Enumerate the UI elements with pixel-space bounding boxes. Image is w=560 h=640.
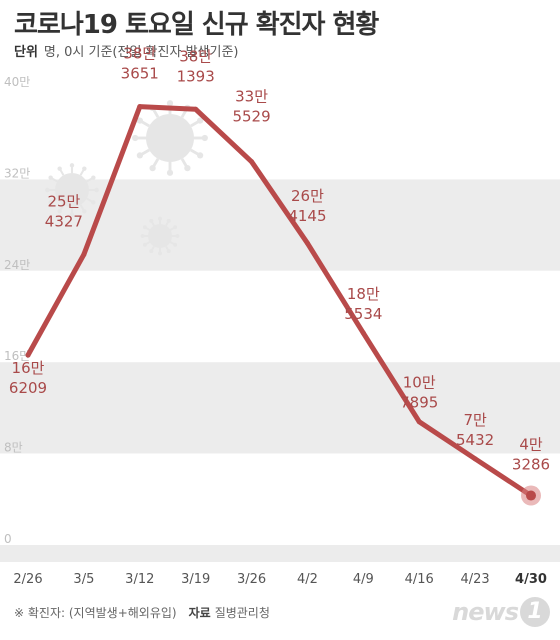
grid-band (0, 545, 560, 562)
data-label: 18만 (347, 285, 380, 303)
data-point (360, 330, 366, 336)
y-tick-label: 40만 (4, 75, 30, 89)
logo-text: news (452, 598, 519, 626)
y-tick-label: 0 (4, 532, 12, 546)
x-tick-label: 4/30 (515, 572, 547, 587)
virus-icon (45, 163, 99, 217)
source-label: 자료 (188, 606, 211, 620)
data-label: 3651 (121, 65, 159, 83)
data-label: 16만 (12, 359, 45, 377)
series-line (25, 104, 534, 499)
y-tick-label: 8만 (4, 441, 23, 455)
data-label: 5529 (232, 108, 270, 126)
data-point (25, 352, 31, 358)
data-label: 4145 (288, 207, 326, 225)
unit-label: 단위 (14, 45, 38, 60)
data-label: 5534 (344, 305, 382, 323)
grid-band (0, 362, 560, 454)
unit-text: 명, 0시 기준(전일 확진자 발생기준) (43, 45, 239, 60)
x-tick-label: 3/19 (181, 572, 210, 587)
grid-band (0, 453, 560, 545)
data-label: 25만 (47, 192, 80, 210)
page-title: 코로나19 토요일 신규 확진자 현황 (14, 10, 379, 40)
data-label: 3286 (512, 456, 550, 474)
data-label: 7895 (400, 394, 438, 412)
x-tick-label: 4/9 (353, 572, 374, 587)
virus-icon (132, 100, 208, 176)
x-tick-label: 3/26 (237, 572, 266, 587)
data-label: 26만 (291, 187, 324, 205)
data-label: 10만 (403, 374, 436, 392)
line-chart: 0 8만 16만 24만 32만 40만 16만 6209 25만 4327 38만 3651 38만 1… (0, 45, 560, 587)
y-tick-label: 24만 (4, 258, 30, 272)
unit-note: 단위 명, 0시 기준(전일 확진자 발생기준) (14, 41, 238, 60)
data-point (416, 419, 422, 425)
data-label: 38만 (123, 45, 156, 63)
data-label: 4327 (45, 212, 83, 230)
x-tick-label: 4/16 (405, 572, 434, 587)
virus-icon (140, 216, 180, 256)
x-tick-label: 4/23 (461, 572, 490, 587)
chart-area: 0 8만 16만 24만 32만 40만 16만 6209 25만 4327 38만 3651 38만 1… (0, 45, 560, 587)
data-point (304, 240, 310, 246)
grid-band (0, 270, 560, 363)
data-label: 33만 (235, 88, 268, 106)
data-point (249, 159, 255, 165)
y-tick-label: 32만 (4, 166, 30, 180)
data-point (526, 490, 536, 501)
grid-band (0, 88, 560, 180)
data-label: 7만 (463, 411, 487, 429)
footer-note: ※ 확진자: (지역발생+해외유입) 자료 질병관리청 (14, 604, 270, 621)
data-point (81, 251, 87, 257)
data-label: 4만 (519, 436, 543, 454)
data-label: 6209 (9, 379, 47, 397)
news1-logo: news 1 (452, 594, 550, 630)
logo-mark: 1 (520, 597, 550, 627)
data-point (193, 106, 199, 112)
x-tick-label: 3/12 (125, 572, 154, 587)
data-label: 38만 (179, 47, 212, 65)
footnote: ※ 확진자: (지역발생+해외유입) (14, 606, 177, 620)
source-text: 질병관리청 (214, 606, 270, 620)
data-label: 1393 (177, 67, 215, 85)
data-label: 5432 (456, 431, 494, 449)
x-tick-label: 2/26 (13, 572, 42, 587)
data-point (137, 104, 143, 110)
data-point (472, 456, 478, 462)
x-tick-label: 4/2 (297, 572, 318, 587)
x-tick-label: 3/5 (73, 572, 94, 587)
y-tick-label: 16만 (4, 349, 30, 363)
